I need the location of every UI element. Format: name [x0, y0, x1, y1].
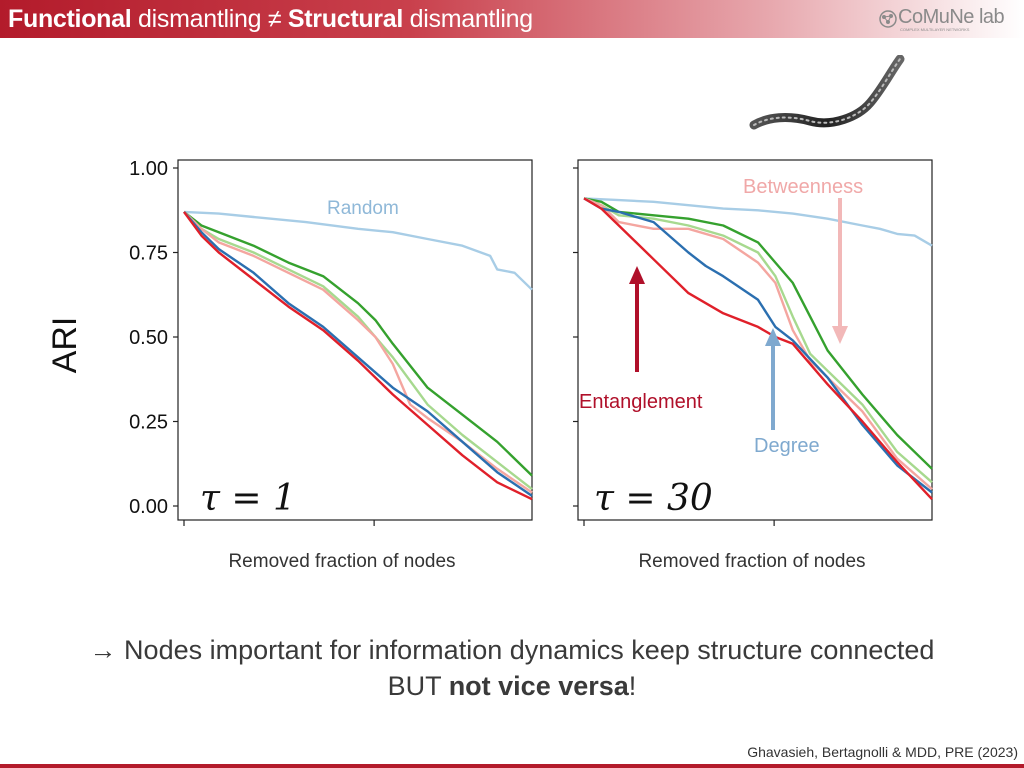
left-tau-annotation: τ = 1: [200, 478, 296, 519]
charts-area: 1.00 0.75 0.50 0.25 0.00 ARI Removed fractio…: [46, 158, 933, 572]
y-tick-label: 1.00: [129, 158, 168, 180]
caption-line-1: → Nodes important for information dynami…: [89, 635, 935, 665]
entanglement-series-line: [183, 211, 533, 501]
caption-exclamation: !: [628, 671, 637, 701]
caption-but: BUT: [387, 671, 449, 701]
caption-line-2: BUT not vice versa!: [0, 668, 1024, 704]
title-bold-functional: Functional: [8, 5, 132, 33]
betweenness-arrow: [832, 198, 848, 344]
random-series-line: [583, 197, 933, 247]
y-tick-label: 0.75: [129, 243, 168, 265]
y-tick-label: 0.00: [129, 496, 168, 518]
betweenness-series-line: [183, 211, 533, 494]
right-series-lines: [583, 197, 933, 501]
right-x-axis-label: Removed fraction of nodes: [638, 551, 865, 572]
left-y-axis-label: ARI: [46, 317, 84, 374]
c-elegans-worm-image: [749, 55, 905, 130]
left-x-tick-marks: [183, 520, 375, 526]
title-text-2: dismantling: [403, 5, 533, 33]
lab-subtitle: COMPLEX MULTILAYER NETWORKS: [900, 27, 970, 32]
random-series-line: [183, 210, 533, 291]
comune-lab-logo: CoMuNe lab COMPLEX MULTILAYER NETWORKS: [876, 6, 1018, 36]
slide-title: Functional dismantling ≠ Structural dism…: [8, 5, 533, 34]
random-series-label: Random: [327, 198, 399, 219]
entanglement-series-line: [583, 197, 933, 501]
betweenness-label: Betweenness: [743, 176, 863, 198]
unlabeled-series-line: [583, 197, 933, 484]
right-y-tick-marks: [573, 167, 578, 507]
citation: Ghavasieh, Bertagnolli & MDD, PRE (2023): [747, 744, 1018, 760]
betweenness-series-line: [583, 197, 933, 491]
y-tick-label: 0.50: [129, 327, 168, 349]
degree-label: Degree: [754, 435, 820, 457]
right-x-tick-marks: [583, 520, 775, 526]
unlabeled-series-line: [183, 210, 533, 477]
lab-name: CoMuNe lab: [898, 6, 1005, 28]
entanglement-label: Entanglement: [579, 391, 703, 413]
left-y-tick-labels: 1.00 0.75 0.50 0.25 0.00: [129, 158, 168, 518]
slide-caption: → Nodes important for information dynami…: [0, 632, 1024, 704]
right-tau-annotation: τ = 30: [594, 478, 713, 519]
title-bar: Functional dismantling ≠ Structural dism…: [0, 0, 1024, 38]
caption-not-vice-versa: not vice versa: [448, 671, 629, 701]
entanglement-arrow: [629, 266, 645, 372]
y-tick-label: 0.25: [129, 412, 168, 434]
title-text-1: dismantling: [131, 5, 268, 33]
footer-accent-line: [0, 764, 1024, 768]
network-logo-icon: [879, 10, 897, 28]
degree-series-line: [183, 211, 533, 497]
not-equal-symbol: ≠: [267, 5, 282, 33]
unlabeled-series-line: [183, 211, 533, 491]
title-bold-structural: Structural: [281, 5, 403, 33]
degree-arrow: [765, 328, 781, 430]
left-plot-frame: [177, 159, 533, 521]
left-y-tick-marks: [173, 167, 178, 507]
right-plot-frame: [577, 159, 933, 521]
left-x-axis-label: Removed fraction of nodes: [228, 551, 455, 572]
left-series-lines: [183, 210, 533, 501]
